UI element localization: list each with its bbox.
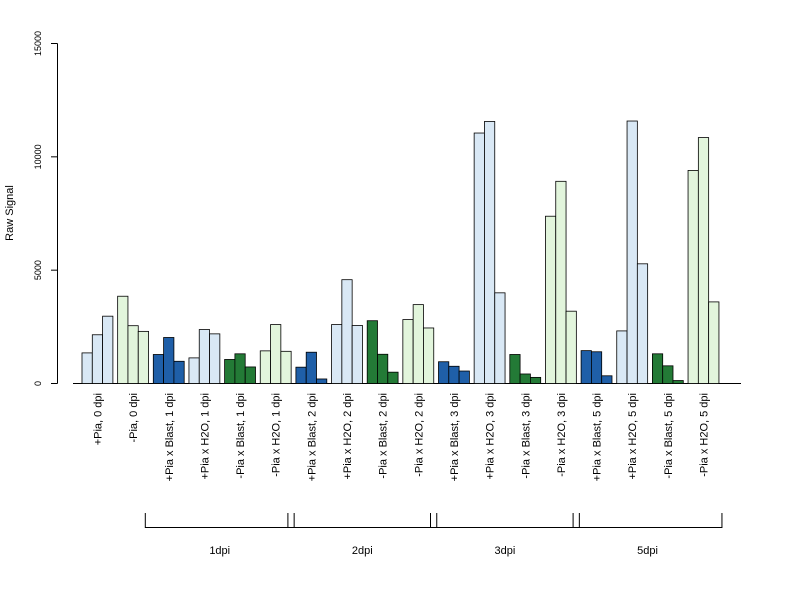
bar	[316, 378, 328, 384]
bar	[423, 327, 435, 384]
bar	[91, 334, 104, 384]
category-label: +Pia x Blast, 3 dpi	[449, 393, 461, 481]
bar	[234, 353, 246, 384]
bar	[81, 352, 93, 384]
y-tick-label: 5000	[33, 260, 43, 280]
bar	[366, 320, 378, 384]
bar	[270, 324, 282, 384]
bar	[412, 304, 424, 384]
bar	[601, 375, 613, 384]
bar	[377, 353, 389, 384]
category-label: -Pia x Blast, 3 dpi	[520, 393, 532, 479]
y-tick-label: 15000	[33, 31, 43, 56]
bar	[224, 359, 236, 384]
bar	[473, 132, 485, 384]
bar	[402, 319, 414, 384]
group-label: 1dpi	[209, 545, 230, 557]
bar	[687, 170, 699, 384]
bar	[662, 365, 674, 384]
category-label: +Pia x Blast, 5 dpi	[592, 393, 604, 481]
bar	[458, 370, 470, 384]
category-label: -Pia x Blast, 1 dpi	[235, 393, 247, 479]
y-axis: 0 5000 10000 15000	[33, 31, 58, 386]
bar	[509, 354, 521, 384]
group-label: 2dpi	[352, 545, 373, 557]
bar	[102, 315, 114, 384]
group-bracket	[430, 513, 580, 528]
bar	[305, 351, 317, 384]
bar	[351, 325, 363, 384]
group-brackets: 1dpi 2dpi 3dpi 5dpi	[144, 513, 723, 557]
bar	[484, 121, 496, 384]
bar	[209, 333, 221, 384]
bar	[127, 325, 139, 384]
bar	[152, 354, 165, 384]
category-label: -Pia x H2O, 2 dpi	[413, 393, 425, 477]
category-label: +Pia x H2O, 1 dpi	[199, 393, 211, 480]
category-label: +Pia x H2O, 3 dpi	[485, 393, 497, 480]
bars	[81, 120, 720, 384]
group-label: 3dpi	[495, 545, 516, 557]
group-bracket	[144, 513, 295, 528]
category-label: +Pia x Blast, 2 dpi	[306, 393, 318, 481]
group-bracket	[572, 513, 723, 528]
bar	[438, 361, 450, 384]
y-axis-label: Raw Signal	[4, 185, 16, 241]
bar	[188, 357, 200, 384]
bar	[530, 376, 542, 384]
category-label: -Pia x H2O, 1 dpi	[271, 393, 283, 477]
bar	[137, 330, 149, 384]
bar	[494, 292, 506, 384]
bar	[636, 263, 649, 384]
bar	[652, 353, 664, 384]
category-label: -Pia, 0 dpi	[128, 393, 140, 443]
category-label: -Pia x H2O, 5 dpi	[699, 393, 711, 477]
bar	[295, 366, 307, 384]
bar	[173, 360, 185, 384]
bar	[616, 330, 628, 384]
bar	[117, 295, 129, 384]
bar	[244, 366, 256, 384]
bar	[697, 137, 710, 384]
bar	[163, 337, 175, 384]
category-label: -Pia x H2O, 3 dpi	[556, 393, 568, 477]
group-label: 5dpi	[637, 545, 658, 557]
bar	[280, 350, 292, 384]
bar	[626, 120, 638, 384]
bar	[708, 301, 720, 384]
bar	[545, 215, 557, 384]
category-label: +Pia, 0 dpi	[92, 393, 104, 445]
bar	[555, 180, 567, 384]
category-label: +Pia x H2O, 2 dpi	[342, 393, 354, 480]
bar	[331, 324, 343, 384]
group-bracket	[287, 513, 438, 528]
bar	[565, 310, 577, 384]
category-label: -Pia x Blast, 5 dpi	[663, 393, 675, 479]
category-label: -Pia x Blast, 2 dpi	[378, 393, 390, 479]
category-label: +Pia x Blast, 1 dpi	[164, 393, 176, 481]
bar	[519, 373, 531, 384]
y-tick-label: 0	[33, 381, 43, 386]
bar	[591, 351, 603, 384]
bar	[341, 279, 353, 384]
bar	[672, 380, 684, 384]
category-labels: +Pia, 0 dpi -Pia, 0 dpi +Pia x Blast, 1 dp…	[92, 393, 710, 481]
category-label: +Pia x H2O, 5 dpi	[627, 393, 639, 480]
bar	[387, 371, 399, 384]
bar	[198, 329, 210, 384]
y-tick-label: 10000	[33, 144, 43, 169]
bar	[580, 350, 592, 384]
bar	[259, 350, 271, 384]
bar	[448, 365, 460, 384]
